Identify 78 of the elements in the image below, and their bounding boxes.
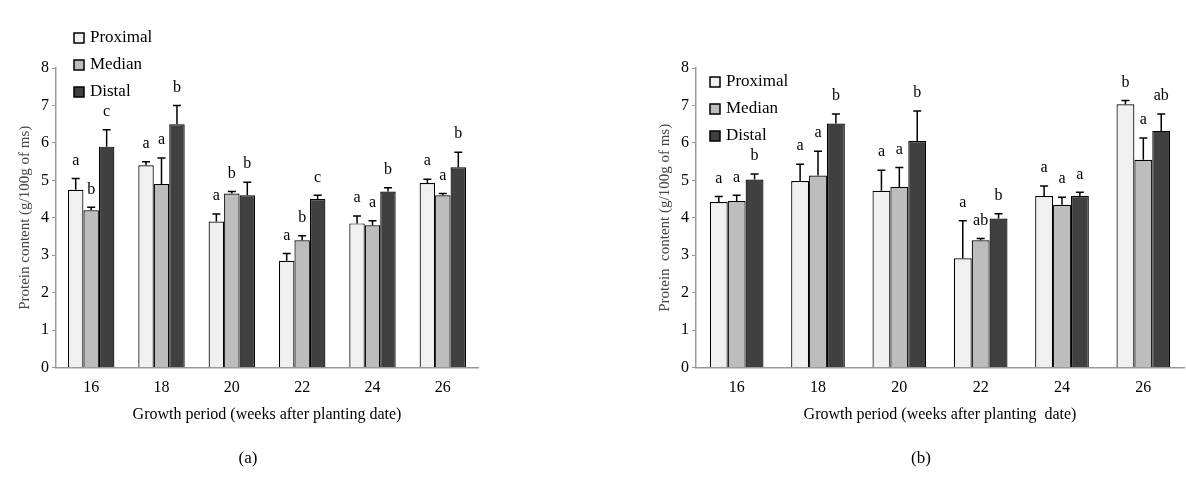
data-label: b (454, 124, 463, 142)
y-tick-label: 1 (41, 320, 49, 338)
data-label: a (368, 193, 377, 210)
legend-label: Distal (90, 81, 131, 101)
y-axis-title: Protein content (g/100g of ms) (15, 125, 33, 310)
legend-label: Median (90, 54, 143, 74)
data-label: b (994, 185, 1003, 203)
x-tick-label: 22 (972, 378, 989, 396)
legend-label: Proximal (726, 71, 789, 91)
legend-label: Proximal (90, 27, 153, 47)
x-tick-label: 18 (810, 378, 826, 396)
x-tick-label: 26 (1135, 378, 1152, 396)
y-tick-label: 3 (41, 245, 49, 263)
data-label: a (423, 151, 431, 169)
x-tick-label: 22 (294, 378, 311, 396)
x-tick-label: 18 (153, 378, 170, 396)
y-tick-label: 5 (681, 170, 689, 188)
x-tick-label: 20 (891, 378, 908, 396)
x-axis-title: Growth period (weeks after planting date) (803, 404, 1077, 423)
data-label: c (103, 102, 111, 119)
data-label: a (1076, 164, 1084, 182)
y-tick-label: 2 (41, 282, 49, 300)
y-tick-label: 0 (681, 357, 689, 375)
data-label: a (1058, 169, 1066, 187)
data-label: b (243, 154, 252, 172)
data-label: b (87, 179, 96, 197)
data-label: c (314, 167, 322, 185)
data-label: a (439, 165, 447, 183)
data-label: a (283, 225, 291, 243)
x-axis-title: Growth period (weeks after planting date) (132, 404, 402, 423)
y-tick-label: 7 (41, 95, 49, 113)
data-label: b (1121, 72, 1130, 90)
data-label: b (227, 163, 236, 181)
x-tick-label: 16 (83, 378, 100, 396)
data-label: a (715, 168, 723, 186)
x-tick-label: 20 (223, 378, 240, 396)
x-tick-label: 16 (728, 378, 745, 396)
y-tick-label: 8 (681, 58, 689, 76)
y-tick-label: 4 (41, 208, 49, 225)
y-tick-label: 0 (41, 357, 49, 375)
data-label: a (212, 186, 220, 204)
y-tick-label: 6 (41, 133, 49, 151)
x-tick-label: 24 (1054, 378, 1070, 396)
data-label: ab (973, 210, 989, 228)
data-label: b (750, 146, 759, 164)
y-tick-label: 2 (681, 282, 689, 300)
y-tick-label: 3 (681, 245, 689, 263)
data-label: a (733, 167, 741, 185)
data-label: a (895, 139, 903, 157)
data-label: b (383, 160, 392, 178)
y-tick-label: 5 (41, 170, 49, 188)
data-label: a (877, 142, 885, 160)
y-tick-label: 6 (681, 133, 689, 151)
y-tick-label: 7 (681, 95, 689, 113)
data-label: b (298, 207, 307, 225)
data-label: a (72, 150, 80, 168)
data-label: a (959, 193, 967, 210)
x-tick-label: 24 (364, 378, 381, 396)
data-label: a (1040, 158, 1048, 176)
data-label: b (831, 86, 840, 104)
legend-label: Median (726, 98, 779, 118)
data-label: a (157, 130, 166, 148)
y-tick-label: 8 (41, 58, 49, 76)
data-label: ab (1153, 86, 1169, 104)
x-tick-label: 26 (434, 378, 451, 396)
text: (a) (237, 448, 259, 468)
legend-label: Distal (726, 125, 767, 145)
data-label: b (172, 77, 181, 95)
data-label: a (796, 136, 804, 154)
text: (b) (910, 448, 932, 468)
y-axis-title: Protein content (g/100g of ms) (655, 123, 673, 312)
y-tick-label: 1 (681, 320, 689, 338)
data-label: a (142, 133, 150, 151)
data-label: b (913, 83, 922, 101)
y-tick-label: 4 (681, 208, 689, 225)
data-label: a (814, 123, 822, 141)
data-label: a (353, 188, 361, 206)
data-label: a (1139, 110, 1147, 128)
